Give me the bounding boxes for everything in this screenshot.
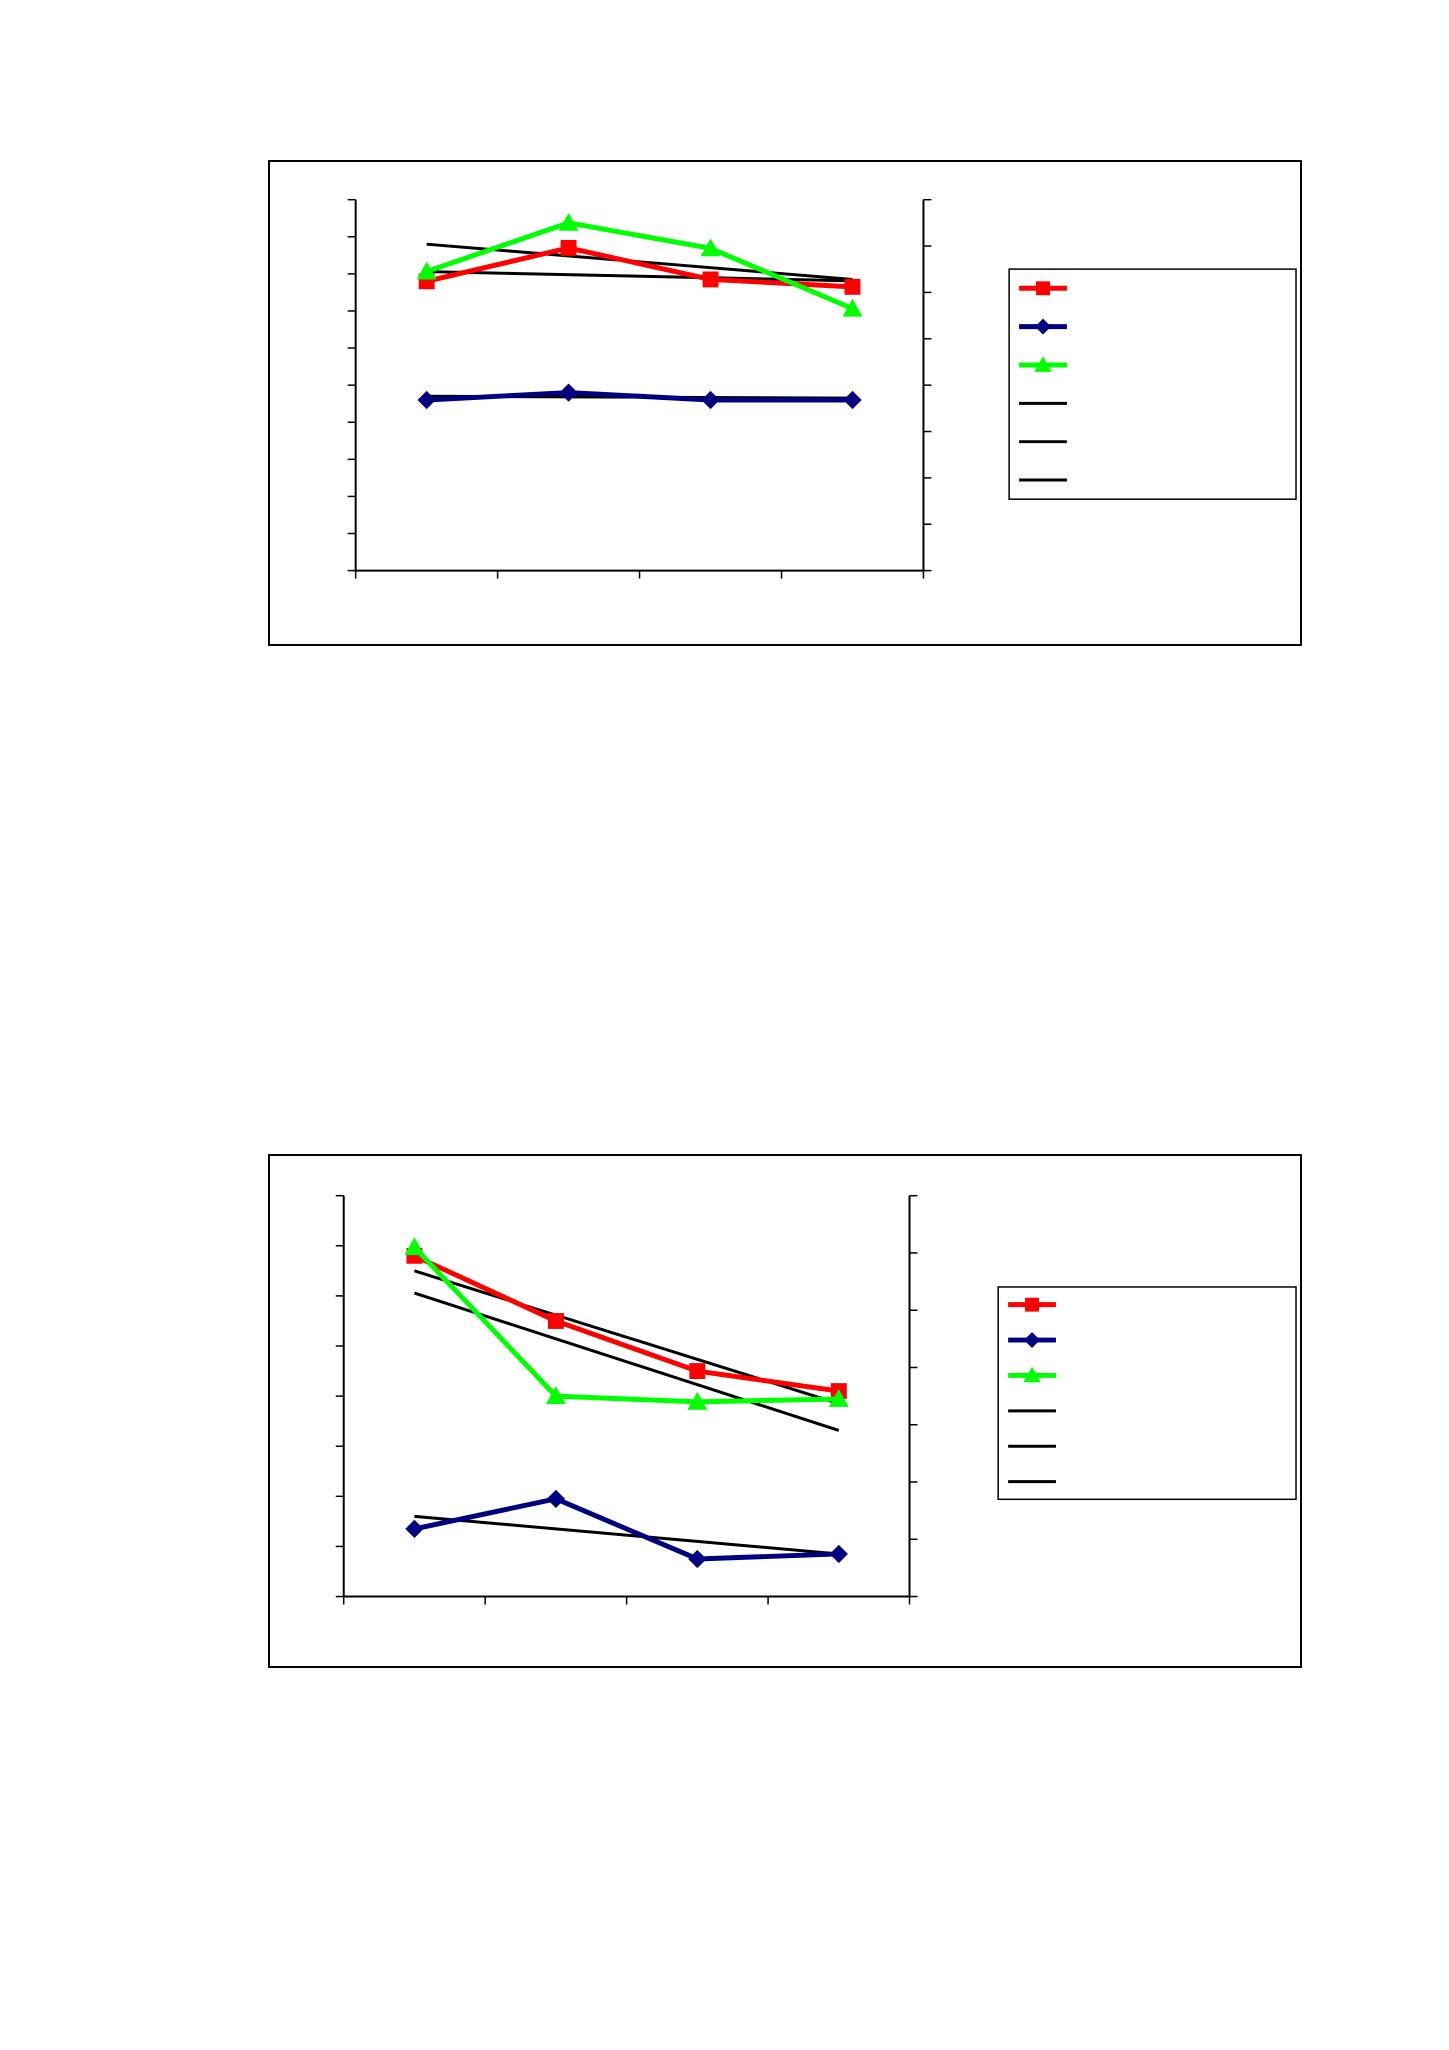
data-point-diamond bbox=[843, 390, 862, 410]
legend-marker-diamond bbox=[1034, 318, 1052, 335]
data-point-square bbox=[702, 271, 719, 288]
data-point-triangle bbox=[687, 1391, 708, 1410]
data-point-triangle bbox=[545, 1386, 566, 1405]
trendline-2 bbox=[414, 1514, 839, 1556]
chart-2-svg bbox=[335, 1194, 1297, 1605]
data-point-triangle bbox=[404, 1237, 425, 1256]
legend-marker-square bbox=[1036, 281, 1050, 296]
data-point-triangle bbox=[828, 1389, 849, 1407]
legend-marker-triangle bbox=[1034, 356, 1052, 372]
data-point-triangle bbox=[558, 212, 579, 231]
data-point-diamond bbox=[546, 1489, 566, 1508]
series-line-square bbox=[426, 245, 853, 290]
data-point-square bbox=[547, 1313, 564, 1329]
data-point-square bbox=[560, 239, 577, 256]
data-point-triangle bbox=[842, 298, 863, 317]
series-line-diamond bbox=[426, 390, 853, 403]
data-point-square bbox=[689, 1363, 706, 1380]
legend bbox=[1008, 268, 1297, 500]
trendline-3 bbox=[413, 1291, 840, 1432]
legend-marker-triangle bbox=[1023, 1366, 1041, 1383]
series-line-triangle bbox=[425, 220, 854, 311]
legend-marker-square bbox=[1025, 1297, 1040, 1312]
chart-1 bbox=[268, 160, 1302, 646]
legend-box bbox=[997, 1286, 1297, 1501]
data-point-diamond bbox=[417, 390, 436, 410]
chart-2 bbox=[268, 1154, 1302, 1668]
legend bbox=[997, 1286, 1297, 1501]
data-point-diamond bbox=[829, 1544, 848, 1564]
data-point-diamond bbox=[688, 1549, 707, 1569]
legend-box bbox=[1008, 268, 1297, 500]
chart-1-svg bbox=[347, 198, 1297, 579]
data-point-triangle bbox=[416, 261, 437, 280]
data-point-diamond bbox=[405, 1519, 424, 1539]
data-point-triangle bbox=[700, 238, 721, 257]
series-line-square bbox=[413, 1253, 840, 1394]
data-point-diamond bbox=[559, 383, 578, 402]
data-point-square bbox=[844, 278, 861, 295]
series-line-diamond bbox=[413, 1496, 839, 1562]
data-point-diamond bbox=[701, 390, 720, 410]
series-line-triangle bbox=[412, 1245, 839, 1405]
